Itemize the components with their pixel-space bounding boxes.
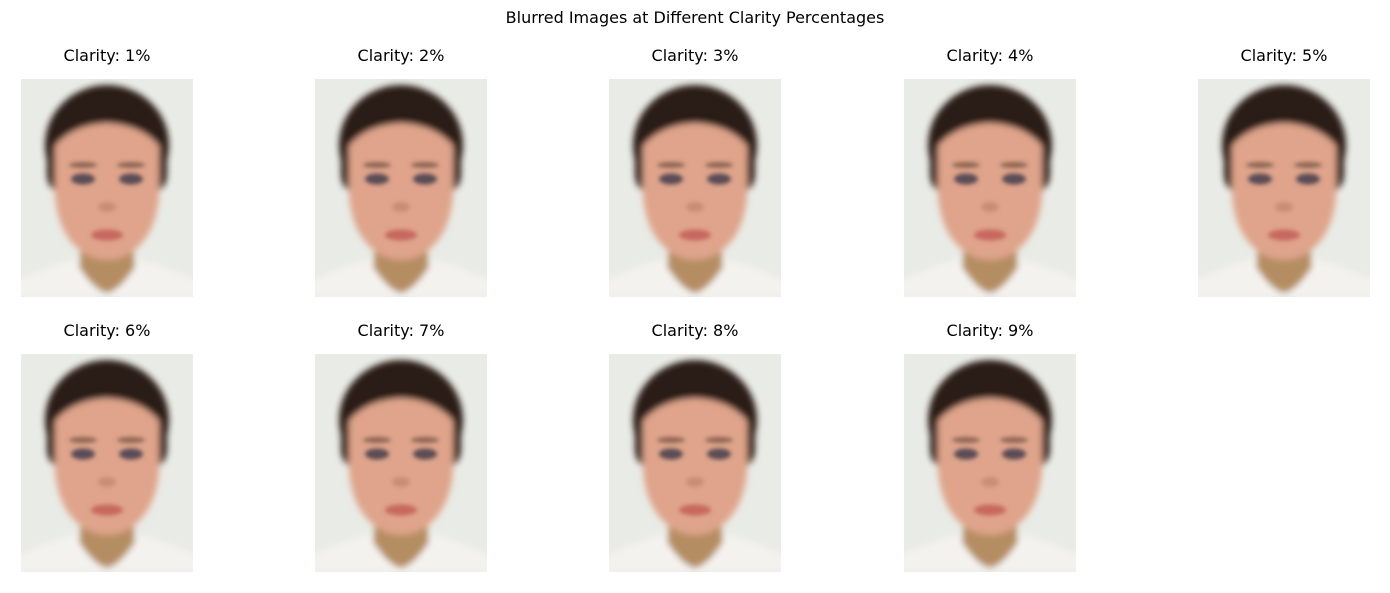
panel-title: Clarity: 6% <box>63 321 151 340</box>
image-panel: Clarity: 9% <box>904 320 1076 580</box>
panel-title: Clarity: 7% <box>357 321 445 340</box>
panel-title: Clarity: 5% <box>1240 46 1328 65</box>
blurred-face-image <box>609 354 781 572</box>
blurred-face-image <box>904 354 1076 572</box>
blurred-face-image <box>21 354 193 572</box>
blurred-face-image <box>315 79 487 297</box>
figure-title: Blurred Images at Different Clarity Perc… <box>505 8 885 27</box>
panel-title: Clarity: 4% <box>946 46 1034 65</box>
image-panel: Clarity: 5% <box>1198 45 1370 305</box>
image-panel: Clarity: 8% <box>609 320 781 580</box>
image-panel: Clarity: 6% <box>21 320 193 580</box>
image-panel: Clarity: 3% <box>609 45 781 305</box>
blurred-face-image <box>609 79 781 297</box>
blurred-face-image <box>315 354 487 572</box>
panel-title: Clarity: 9% <box>946 321 1034 340</box>
image-panel: Clarity: 1% <box>21 45 193 305</box>
panel-title: Clarity: 2% <box>357 46 445 65</box>
blurred-face-image <box>1198 79 1370 297</box>
panel-title: Clarity: 8% <box>651 321 739 340</box>
image-panel: Clarity: 7% <box>315 320 487 580</box>
blurred-face-image <box>904 79 1076 297</box>
image-panel: Clarity: 4% <box>904 45 1076 305</box>
panel-title: Clarity: 1% <box>63 46 151 65</box>
panel-title: Clarity: 3% <box>651 46 739 65</box>
image-panel: Clarity: 2% <box>315 45 487 305</box>
blurred-face-image <box>21 79 193 297</box>
